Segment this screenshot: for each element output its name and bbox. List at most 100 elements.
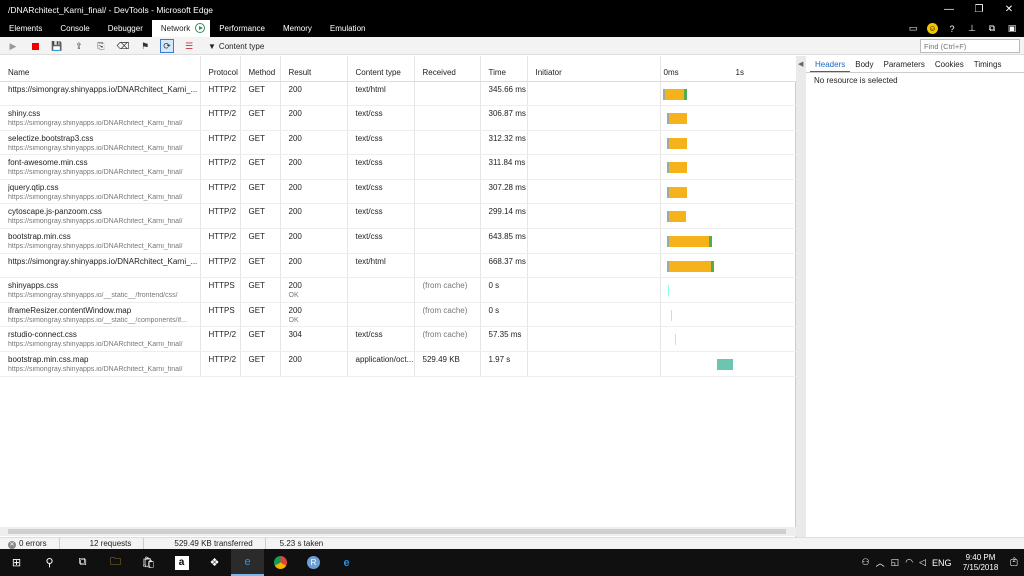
- cell-content-type-text: text/css: [355, 158, 383, 168]
- windows-start-icon[interactable]: ⊞: [11, 557, 22, 569]
- request-row[interactable]: https://simongray.shinyapps.io/DNARchite…: [0, 81, 797, 107]
- console-toggle-icon[interactable]: ▭: [908, 23, 918, 33]
- dropbox-icon[interactable]: ❖: [209, 557, 220, 569]
- timeline-bar: [667, 260, 715, 272]
- request-count: 12 requests: [60, 538, 145, 549]
- details-tab-headers[interactable]: Headers: [810, 56, 851, 72]
- timeline-bar: [667, 186, 689, 198]
- details-tab-body[interactable]: Body: [855, 60, 874, 69]
- tab-emulation[interactable]: Emulation: [329, 24, 366, 33]
- cell-result: 200: [280, 253, 348, 279]
- request-row[interactable]: rstudio-connect.css https://simongray.shi…: [0, 326, 797, 353]
- timeline-bar: [668, 285, 670, 297]
- dock-icon[interactable]: ⧉: [988, 23, 996, 33]
- notifications-icon[interactable]: ▢ 2: [1009, 557, 1018, 567]
- cell-protocol-text: HTTP/2: [208, 133, 237, 143]
- cell-protocol: HTTP/2: [200, 253, 241, 279]
- tab-network[interactable]: Network: [151, 20, 211, 37]
- details-tab-cookies[interactable]: Cookies: [934, 60, 964, 69]
- clear-cache-icon[interactable]: ⚑: [140, 40, 150, 51]
- request-row[interactable]: jquery.qtip.css https://simongray.shinyap…: [0, 179, 797, 205]
- column-header-time[interactable]: Time: [480, 56, 528, 82]
- volume-icon[interactable]: ◁: [919, 557, 926, 567]
- column-header-method[interactable]: Method: [240, 56, 281, 82]
- rstudio-icon[interactable]: R: [297, 549, 330, 576]
- request-row[interactable]: cytoscape.js-panzoom.css https://simongra…: [0, 203, 797, 230]
- cell-content-type-text: text/css: [355, 109, 383, 119]
- clear-on-navigate-icon[interactable]: ☰: [184, 40, 194, 51]
- wifi-icon[interactable]: ◠: [905, 557, 914, 567]
- collapse-arrow-icon[interactable]: ◀: [798, 61, 804, 68]
- cell-timeline: [660, 228, 797, 254]
- import-icon[interactable]: ⇪: [75, 40, 83, 51]
- horizontal-scrollbar[interactable]: [0, 527, 796, 536]
- save-icon[interactable]: 💾: [51, 40, 63, 51]
- request-row[interactable]: iframeResizer.contentWindow.map https://s…: [0, 302, 797, 328]
- request-row[interactable]: https://simongray.shinyapps.io/DNARchite…: [0, 253, 797, 279]
- cell-initiator: [527, 81, 661, 107]
- cell-protocol: HTTP/2: [200, 154, 241, 180]
- cell-protocol-text: HTTP/2: [208, 207, 237, 217]
- filter-label: Content type: [218, 41, 265, 51]
- feedback-smiley-icon[interactable]: ☺: [927, 23, 938, 34]
- store-icon[interactable]: 🛍: [141, 557, 156, 569]
- column-header-received[interactable]: Received: [414, 56, 481, 82]
- cell-method: GET: [240, 228, 281, 254]
- clock[interactable]: 9:40 PM 7/15/2018: [957, 553, 1003, 573]
- cell-path: https://simongray.shinyapps.io/DNARchite…: [8, 169, 183, 177]
- column-header-name[interactable]: Name: [0, 56, 201, 82]
- chrome-icon[interactable]: [264, 549, 297, 576]
- column-header-timeline[interactable]: 0ms 1s: [660, 56, 797, 82]
- cell-result-text: 200: [288, 207, 302, 217]
- find-input[interactable]: [920, 39, 1020, 53]
- request-row[interactable]: bootstrap.min.css.map https://simongray.s…: [0, 351, 797, 377]
- column-header-content-type[interactable]: Content type: [347, 56, 415, 82]
- pin-icon[interactable]: ⊥: [968, 23, 976, 33]
- export-icon[interactable]: ⎘: [97, 40, 105, 51]
- cell-content-type: text/css: [347, 228, 415, 254]
- request-row[interactable]: bootstrap.min.css https://simongray.shiny…: [0, 228, 797, 254]
- cell-method-text: GET: [248, 355, 265, 365]
- search-icon[interactable]: ⚲: [45, 557, 54, 569]
- cell-method: GET: [240, 81, 281, 107]
- always-refresh-icon[interactable]: ⟳: [160, 39, 174, 53]
- show-hidden-icons-icon[interactable]: ︿: [875, 558, 885, 568]
- panel-splitter[interactable]: ◀: [796, 56, 806, 537]
- column-header-initiator[interactable]: Initiator: [527, 56, 661, 82]
- tab-debugger[interactable]: Debugger: [107, 24, 143, 33]
- language-indicator[interactable]: ENG: [931, 557, 952, 568]
- request-row[interactable]: selectize.bootstrap3.css https://simongra…: [0, 130, 797, 156]
- amazon-icon[interactable]: a: [165, 549, 198, 576]
- request-row[interactable]: shinyapps.css https://simongray.shinyapps…: [0, 277, 797, 303]
- tab-memory[interactable]: Memory: [283, 24, 312, 33]
- people-icon[interactable]: ⚇: [861, 557, 870, 567]
- scrollbar-thumb[interactable]: [8, 529, 786, 534]
- tab-performance[interactable]: Performance: [219, 24, 265, 33]
- request-row[interactable]: font-awesome.min.css https://simongray.sh…: [0, 154, 797, 180]
- details-tab-parameters[interactable]: Parameters: [883, 60, 925, 69]
- network-icon[interactable]: ◱: [890, 557, 900, 567]
- help-icon[interactable]: ?: [949, 23, 955, 34]
- minimize-button[interactable]: —: [944, 4, 954, 15]
- request-row[interactable]: shiny.css https://simongray.shinyapps.io/…: [0, 105, 797, 131]
- content-type-filter[interactable]: ▼ Content type: [208, 42, 264, 51]
- tab-elements[interactable]: Elements: [9, 24, 43, 33]
- restore-button[interactable]: ❐: [974, 4, 984, 15]
- tab-console[interactable]: Console: [60, 24, 90, 33]
- error-count[interactable]: ✕ 0 errors: [0, 538, 60, 549]
- undock-icon[interactable]: ▣: [1007, 23, 1017, 33]
- clear-entries-icon[interactable]: ⌫: [116, 40, 130, 51]
- close-button[interactable]: ✕: [1004, 4, 1014, 15]
- play-icon[interactable]: ▶: [9, 40, 17, 51]
- cell-content-type-text: text/html: [355, 84, 386, 94]
- internet-explorer-icon[interactable]: e: [343, 556, 350, 569]
- file-explorer-icon[interactable]: 🗀: [110, 556, 121, 568]
- stop-record-icon[interactable]: [28, 39, 42, 53]
- cell-protocol-text: HTTP/2: [208, 109, 237, 119]
- details-tab-timings[interactable]: Timings: [973, 60, 1002, 69]
- column-header-protocol[interactable]: Protocol: [200, 56, 241, 82]
- cell-time: 299.14 ms: [480, 203, 528, 230]
- task-view-icon[interactable]: ⧉: [78, 556, 87, 568]
- column-header-result[interactable]: Result: [280, 56, 348, 82]
- edge-icon[interactable]: e: [231, 549, 264, 576]
